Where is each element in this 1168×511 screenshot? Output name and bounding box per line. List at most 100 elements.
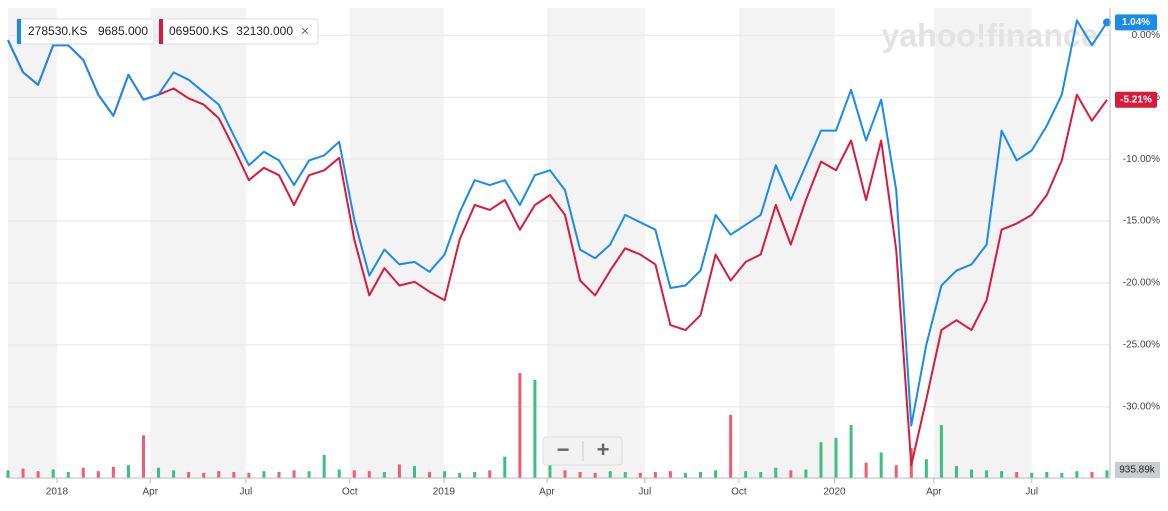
volume-bar — [262, 471, 266, 478]
x-tick-label: 2018 — [46, 487, 69, 498]
volume-bar — [412, 466, 416, 478]
x-tick-label: Apr — [539, 487, 555, 498]
volume-bar — [1060, 472, 1064, 478]
volume-bar — [232, 472, 236, 478]
volume-bar — [970, 469, 974, 478]
volume-bar — [533, 379, 537, 478]
y-tick-label: -30.00% — [1123, 402, 1160, 413]
volume-bar — [985, 470, 989, 478]
volume-bar — [548, 460, 552, 478]
volume-bar — [1045, 472, 1049, 478]
volume-bar — [382, 472, 386, 478]
volume-bar — [141, 435, 145, 478]
volume-bar — [729, 414, 733, 478]
legend-swatch — [17, 19, 21, 44]
volume-bar — [277, 472, 281, 478]
volume-bar — [1015, 472, 1019, 478]
volume-bar — [473, 472, 477, 478]
line — [7, 19, 1108, 427]
value-tag — [1115, 91, 1157, 108]
volume-bar — [668, 471, 672, 478]
y-tick-label: -20.00% — [1123, 278, 1160, 289]
value-tag-label: -5.21% — [1120, 94, 1152, 105]
volume-bar — [714, 470, 718, 478]
volume-bar — [744, 471, 748, 478]
band — [150, 8, 246, 478]
volume-bar — [397, 464, 401, 478]
volume-bar — [1000, 471, 1004, 478]
end-dot — [1103, 18, 1111, 27]
volume-bar — [488, 470, 492, 478]
volume-bar — [36, 471, 40, 478]
volume-bar — [217, 471, 221, 478]
volume-tag — [1115, 462, 1160, 479]
volume-bar — [428, 472, 432, 478]
volume-bar — [81, 467, 85, 478]
zoom-out[interactable]: − — [557, 437, 570, 462]
y-tick-label: -10.00% — [1123, 154, 1160, 165]
x-tick-label: Jul — [239, 487, 252, 498]
band — [738, 8, 835, 478]
volume-bar — [202, 472, 206, 478]
volume-bar — [939, 425, 943, 478]
legend-name: 069500.KS — [169, 24, 228, 38]
volume-bar — [66, 472, 70, 478]
volume-bar — [1090, 472, 1094, 478]
x-tick-label: 2020 — [823, 487, 846, 498]
volume-bar — [774, 467, 778, 478]
volume-bar — [126, 465, 130, 478]
legend-quote: 32130.000 — [236, 24, 293, 38]
volume-tag-label: 935.89k — [1119, 465, 1156, 476]
volume-bar — [111, 466, 115, 478]
value-tag — [1115, 14, 1157, 31]
y-tick-label: -25.00% — [1123, 340, 1160, 351]
volume-bar — [187, 472, 191, 478]
x-tick-label: Apr — [142, 487, 158, 498]
volume-bar — [322, 454, 326, 478]
volume-bar — [954, 466, 958, 478]
x-tick-label: Apr — [926, 487, 942, 498]
volume-bar — [172, 470, 176, 478]
volume-bar — [699, 472, 703, 478]
y-tick-label: 0.00% — [1132, 30, 1160, 41]
x-tick-label: Jul — [1025, 487, 1038, 498]
x-tick-label: Oct — [342, 487, 358, 498]
volume-bar — [623, 472, 627, 478]
zoom-controls: − + — [542, 436, 623, 466]
band — [546, 8, 645, 478]
volume-bar — [819, 442, 823, 478]
volume-bar — [849, 425, 853, 478]
volume-bar — [1105, 470, 1109, 478]
legend-quote: 9685.000 — [98, 24, 148, 38]
volume-bar — [804, 469, 808, 478]
band — [933, 8, 1032, 478]
legend-swatch — [159, 19, 163, 44]
volume-bar — [1030, 472, 1034, 478]
volume-bar — [638, 472, 642, 478]
volume-bar — [337, 469, 341, 478]
volume-bar — [6, 470, 10, 478]
legend-close[interactable]: × — [301, 23, 309, 39]
volume-bar — [789, 470, 793, 478]
volume-bar — [593, 472, 597, 478]
volume-bar — [247, 472, 251, 478]
zoom-in[interactable]: + — [597, 437, 610, 462]
band — [349, 8, 444, 478]
volume-bar — [51, 469, 55, 478]
volume-bar — [443, 471, 447, 478]
volume-bar — [458, 472, 462, 478]
x-tick-label: 2019 — [433, 487, 456, 498]
volume-bar — [96, 471, 100, 478]
volume-bar — [1075, 471, 1079, 478]
volume-bar — [157, 467, 161, 478]
band — [8, 8, 57, 478]
legend: 278530.KS 9685.000 069500.KS 32130.000 × — [16, 18, 319, 45]
volume-bar — [578, 472, 582, 478]
volume-bar — [864, 462, 868, 478]
legend-name: 278530.KS — [28, 24, 87, 38]
volume-bar — [563, 470, 567, 478]
volume-bar — [367, 471, 371, 478]
volume-bar — [894, 465, 898, 478]
volume-bar — [21, 468, 25, 478]
